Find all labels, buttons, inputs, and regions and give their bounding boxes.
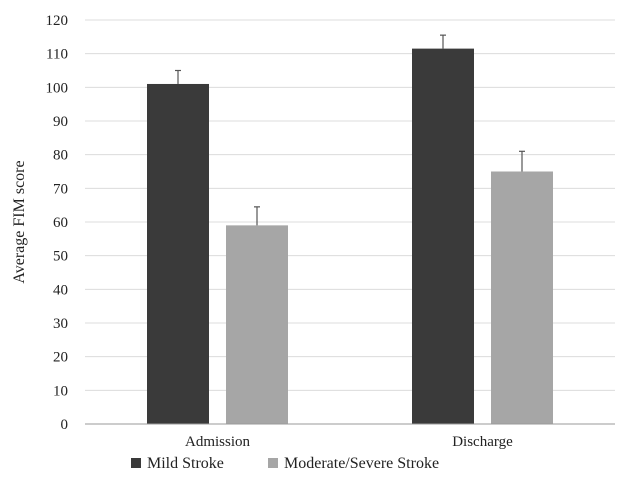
- y-axis-title: Average FIM score: [11, 160, 28, 283]
- bar-mild-stroke-admission: [147, 83, 209, 424]
- bar-mild-stroke-discharge: [412, 48, 474, 424]
- legend-swatch: [268, 458, 278, 468]
- legend: Mild Stroke Moderate/Severe Stroke: [131, 455, 439, 472]
- legend-swatch: [131, 458, 141, 468]
- bar-moderate-severe-stroke-admission: [226, 225, 288, 424]
- y-tick-label: 30: [53, 316, 68, 332]
- x-tick-label: Admission: [185, 434, 251, 450]
- y-tick-label: 10: [53, 383, 68, 399]
- y-tick-label: 80: [53, 148, 68, 164]
- legend-label: Moderate/Severe Stroke: [284, 455, 439, 472]
- legend-label: Mild Stroke: [147, 455, 224, 472]
- error-bar: [254, 206, 260, 226]
- y-tick-label: 110: [46, 47, 68, 63]
- x-tick-label: Discharge: [452, 434, 513, 450]
- y-tick-label: 90: [53, 114, 68, 130]
- y-tick-label: 60: [53, 215, 68, 231]
- legend-item-mild-stroke: Mild Stroke: [131, 455, 224, 472]
- y-tick-label: 40: [53, 282, 68, 298]
- y-tick-label: 20: [53, 350, 68, 366]
- y-tick-label: 100: [46, 80, 69, 96]
- y-tick-label: 70: [53, 181, 68, 197]
- bar-moderate-severe-stroke-discharge: [491, 171, 553, 424]
- error-bars: [175, 34, 525, 226]
- y-tick-labels: 0 10 20 30 40 50 60 70 80 90 100 110 120: [46, 13, 69, 433]
- error-bar: [440, 34, 446, 49]
- x-tick-labels: Admission Discharge: [185, 434, 513, 450]
- y-tick-label: 50: [53, 249, 68, 265]
- y-tick-label: 120: [46, 13, 69, 29]
- legend-item-moderate-severe-stroke: Moderate/Severe Stroke: [268, 455, 439, 472]
- y-tick-label: 0: [61, 417, 69, 433]
- bars: [147, 48, 553, 424]
- error-bar: [175, 69, 181, 84]
- error-bar: [519, 150, 525, 172]
